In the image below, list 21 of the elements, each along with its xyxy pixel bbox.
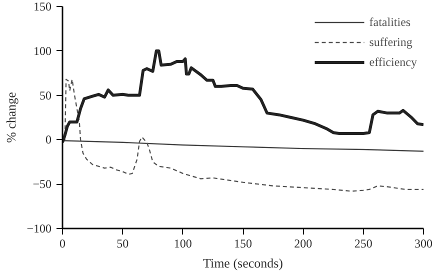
x-tick-label: 0 bbox=[60, 236, 66, 250]
y-tick-label: −100 bbox=[26, 222, 52, 236]
line-series bbox=[62, 78, 424, 192]
y-axis-title: % change bbox=[4, 92, 19, 143]
x-tick-label: 100 bbox=[174, 236, 192, 250]
legend-label: suffering bbox=[369, 34, 412, 50]
x-tick-label: 300 bbox=[414, 236, 432, 250]
line-series bbox=[62, 49, 424, 144]
legend-label: fatalities bbox=[369, 14, 411, 30]
y-tick-label: −50 bbox=[32, 177, 52, 192]
x-tick-label: 150 bbox=[234, 236, 252, 250]
y-tick-label: 100 bbox=[34, 44, 52, 58]
y-tick-label: 150 bbox=[34, 0, 52, 14]
x-tick-label: 200 bbox=[294, 236, 312, 250]
x-tick-label: 250 bbox=[354, 236, 372, 250]
line-series bbox=[62, 140, 424, 152]
x-axis-title: Time (seconds) bbox=[202, 256, 284, 270]
legend-label: efficiency bbox=[369, 54, 417, 70]
y-tick-label: 50 bbox=[40, 88, 52, 102]
x-tick-label: 50 bbox=[116, 236, 129, 250]
y-tick-label: 0 bbox=[46, 132, 52, 147]
